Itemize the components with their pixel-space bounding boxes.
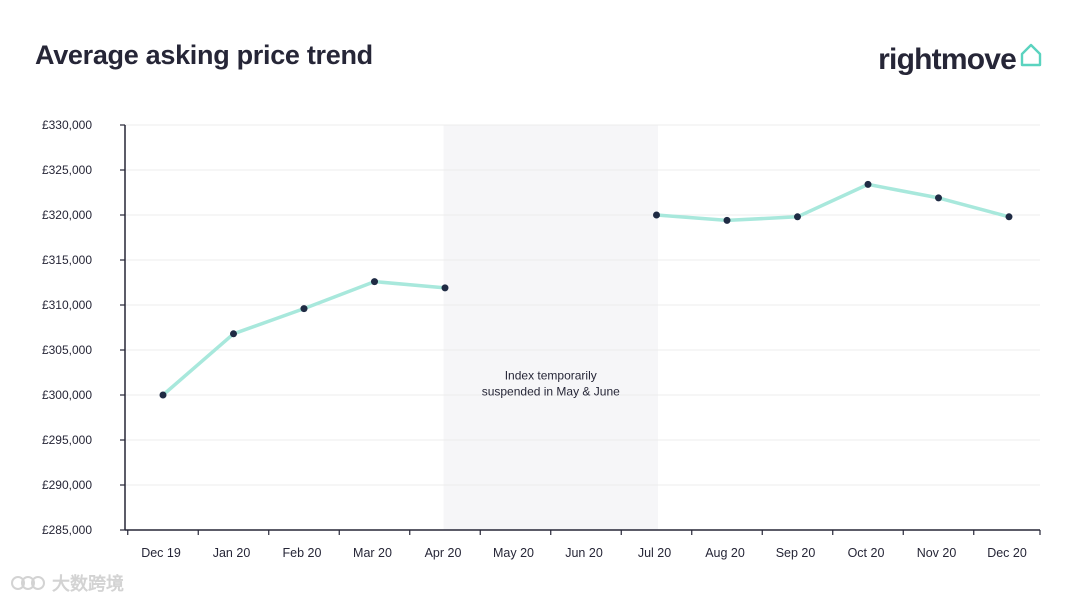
data-point <box>300 305 308 313</box>
data-point <box>371 278 378 286</box>
series-line <box>654 182 1011 223</box>
x-tick-label: Aug 20 <box>705 546 745 560</box>
data-point <box>935 194 942 202</box>
data-point <box>723 216 731 224</box>
x-tick-label: Oct 20 <box>848 546 885 560</box>
watermark-text: 大数跨境 <box>52 574 124 594</box>
page-title: Average asking price trend <box>35 40 373 70</box>
y-tick-label: £330,000 <box>42 118 92 132</box>
data-point <box>441 284 449 292</box>
watermark: 大数跨境 <box>10 570 124 596</box>
house-icon <box>1020 43 1042 67</box>
x-tick-label: Sep 20 <box>776 546 816 560</box>
y-tick-label: £310,000 <box>42 298 92 312</box>
y-tick-label: £315,000 <box>42 253 92 267</box>
x-tick-label: Dec 19 <box>141 546 181 560</box>
data-point <box>230 330 237 338</box>
brand-wordmark: rightmove <box>878 43 1017 76</box>
suspended-band <box>443 125 658 530</box>
x-tick-label: Jul 20 <box>638 546 671 560</box>
y-tick-label: £320,000 <box>42 208 92 222</box>
series-line <box>161 279 447 397</box>
data-point <box>653 211 660 219</box>
x-tick-label: Nov 20 <box>917 546 957 560</box>
x-tick-label: Feb 20 <box>283 546 322 560</box>
x-tick-label: Mar 20 <box>353 546 392 560</box>
brand-logo: rightmove <box>878 40 1044 80</box>
y-tick-label: £295,000 <box>42 433 92 447</box>
y-tick-label: £305,000 <box>42 343 92 357</box>
data-point <box>864 180 872 188</box>
annotation-line: Index temporarily <box>505 369 597 383</box>
watermark-logo-icon <box>11 576 45 590</box>
x-tick-label: May 20 <box>493 546 534 560</box>
data-point <box>1005 213 1013 221</box>
x-tick-label: Jan 20 <box>213 546 251 560</box>
y-tick-label: £325,000 <box>42 163 92 177</box>
x-tick-label: Jun 20 <box>565 546 603 560</box>
y-tick-label: £290,000 <box>42 478 92 492</box>
data-point <box>159 391 167 399</box>
y-tick-label: £285,000 <box>42 523 92 537</box>
y-tick-label: £300,000 <box>42 388 92 402</box>
x-tick-label: Apr 20 <box>425 546 462 560</box>
annotation-line: suspended in May & June <box>482 385 620 399</box>
data-point <box>794 213 801 221</box>
x-tick-label: Dec 20 <box>987 546 1027 560</box>
